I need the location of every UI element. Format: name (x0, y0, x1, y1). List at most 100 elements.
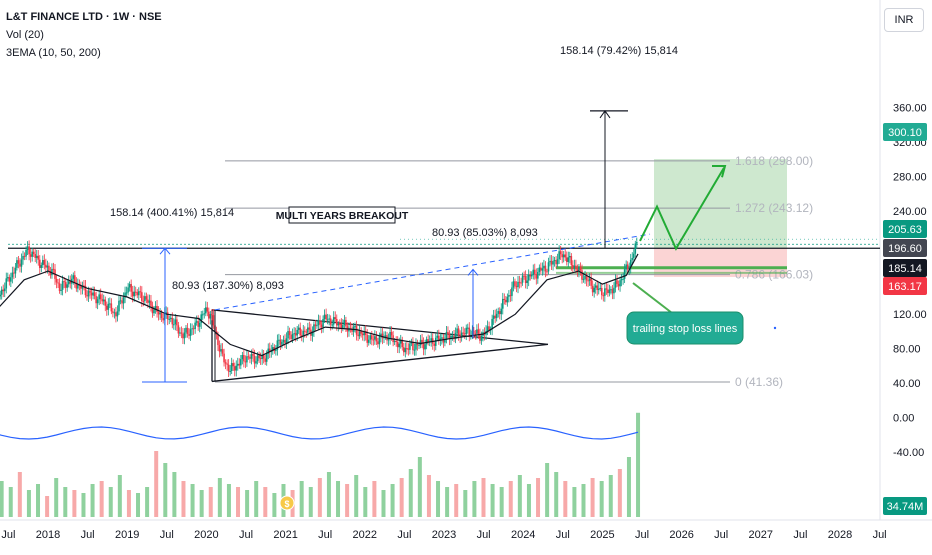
candle[interactable] (590, 278, 592, 286)
candle[interactable] (153, 309, 155, 314)
candle[interactable] (390, 332, 393, 336)
candle[interactable] (617, 283, 620, 287)
candle[interactable] (204, 307, 207, 314)
candle[interactable] (142, 300, 145, 302)
candle[interactable] (287, 331, 289, 339)
candle[interactable] (602, 295, 605, 297)
currency-button[interactable]: INR (884, 8, 924, 32)
candle[interactable] (579, 266, 582, 271)
trailing-callout[interactable] (626, 311, 744, 345)
candle[interactable] (261, 355, 263, 360)
candle[interactable] (626, 264, 629, 270)
candle[interactable] (619, 280, 621, 287)
candle[interactable] (308, 327, 311, 330)
candle[interactable] (23, 255, 26, 257)
candle[interactable] (299, 327, 302, 336)
candle[interactable] (141, 292, 143, 301)
candle[interactable] (246, 356, 248, 363)
candle[interactable] (29, 254, 32, 257)
candle[interactable] (166, 312, 169, 320)
candle[interactable] (258, 355, 260, 359)
candle[interactable] (259, 358, 262, 360)
candle[interactable] (427, 339, 429, 343)
candle[interactable] (151, 305, 154, 314)
candle[interactable] (49, 270, 52, 276)
candle[interactable] (387, 338, 390, 341)
candle[interactable] (361, 333, 364, 336)
candle[interactable] (125, 292, 128, 294)
candle[interactable] (221, 349, 224, 354)
candle[interactable] (19, 263, 21, 267)
candle[interactable] (486, 326, 489, 332)
candle[interactable] (255, 361, 257, 364)
candle[interactable] (28, 246, 30, 255)
candle[interactable] (515, 285, 518, 288)
candle[interactable] (476, 329, 478, 334)
candle[interactable] (591, 285, 594, 293)
candle[interactable] (419, 339, 422, 346)
candle[interactable] (176, 319, 178, 326)
candle[interactable] (549, 260, 551, 263)
candle[interactable] (517, 281, 519, 288)
candle[interactable] (243, 355, 245, 362)
candle[interactable] (212, 315, 215, 326)
candle[interactable] (300, 335, 303, 337)
candle[interactable] (197, 321, 199, 327)
candle[interactable] (611, 289, 614, 294)
candle[interactable] (147, 299, 149, 303)
candle[interactable] (20, 259, 23, 267)
candle[interactable] (95, 296, 97, 304)
candle[interactable] (398, 343, 401, 348)
candle[interactable] (520, 282, 522, 284)
candle[interactable] (66, 284, 68, 288)
candle[interactable] (438, 335, 440, 341)
candle[interactable] (535, 273, 538, 279)
candle[interactable] (584, 275, 586, 279)
candle[interactable] (220, 349, 222, 352)
candle[interactable] (31, 251, 33, 257)
candle[interactable] (35, 255, 38, 258)
candle[interactable] (55, 278, 58, 283)
candle[interactable] (596, 285, 599, 290)
candle[interactable] (451, 335, 454, 337)
candle[interactable] (337, 323, 340, 326)
candle[interactable] (471, 330, 474, 336)
candle[interactable] (501, 298, 504, 309)
candle[interactable] (185, 327, 187, 333)
candle[interactable] (509, 295, 512, 297)
candle[interactable] (620, 279, 623, 281)
candle[interactable] (562, 254, 565, 258)
candle[interactable] (425, 339, 428, 345)
candle[interactable] (480, 335, 483, 341)
candle[interactable] (145, 296, 148, 300)
candle[interactable] (433, 343, 436, 346)
candle[interactable] (14, 267, 17, 274)
candle[interactable] (198, 322, 201, 327)
candle[interactable] (546, 271, 548, 273)
candle[interactable] (371, 335, 373, 340)
candle[interactable] (459, 334, 461, 338)
candle[interactable] (406, 348, 408, 350)
candle[interactable] (585, 275, 588, 281)
candle[interactable] (297, 327, 300, 330)
candle[interactable] (556, 259, 559, 265)
candle[interactable] (195, 321, 198, 323)
candle[interactable] (558, 251, 560, 260)
candle[interactable] (294, 333, 297, 336)
candle[interactable] (244, 361, 247, 363)
candle[interactable] (105, 305, 108, 310)
candle[interactable] (450, 335, 452, 340)
candle[interactable] (444, 339, 446, 343)
candle[interactable] (64, 282, 67, 288)
candle[interactable] (374, 336, 376, 340)
candle[interactable] (162, 318, 164, 321)
candle[interactable] (102, 299, 105, 302)
candle[interactable] (131, 291, 134, 297)
candle[interactable] (345, 319, 347, 327)
candle[interactable] (497, 311, 500, 314)
candle[interactable] (389, 332, 391, 339)
candle[interactable] (154, 305, 157, 310)
candle[interactable] (421, 339, 423, 344)
candle[interactable] (25, 250, 27, 257)
candle[interactable] (206, 307, 209, 312)
